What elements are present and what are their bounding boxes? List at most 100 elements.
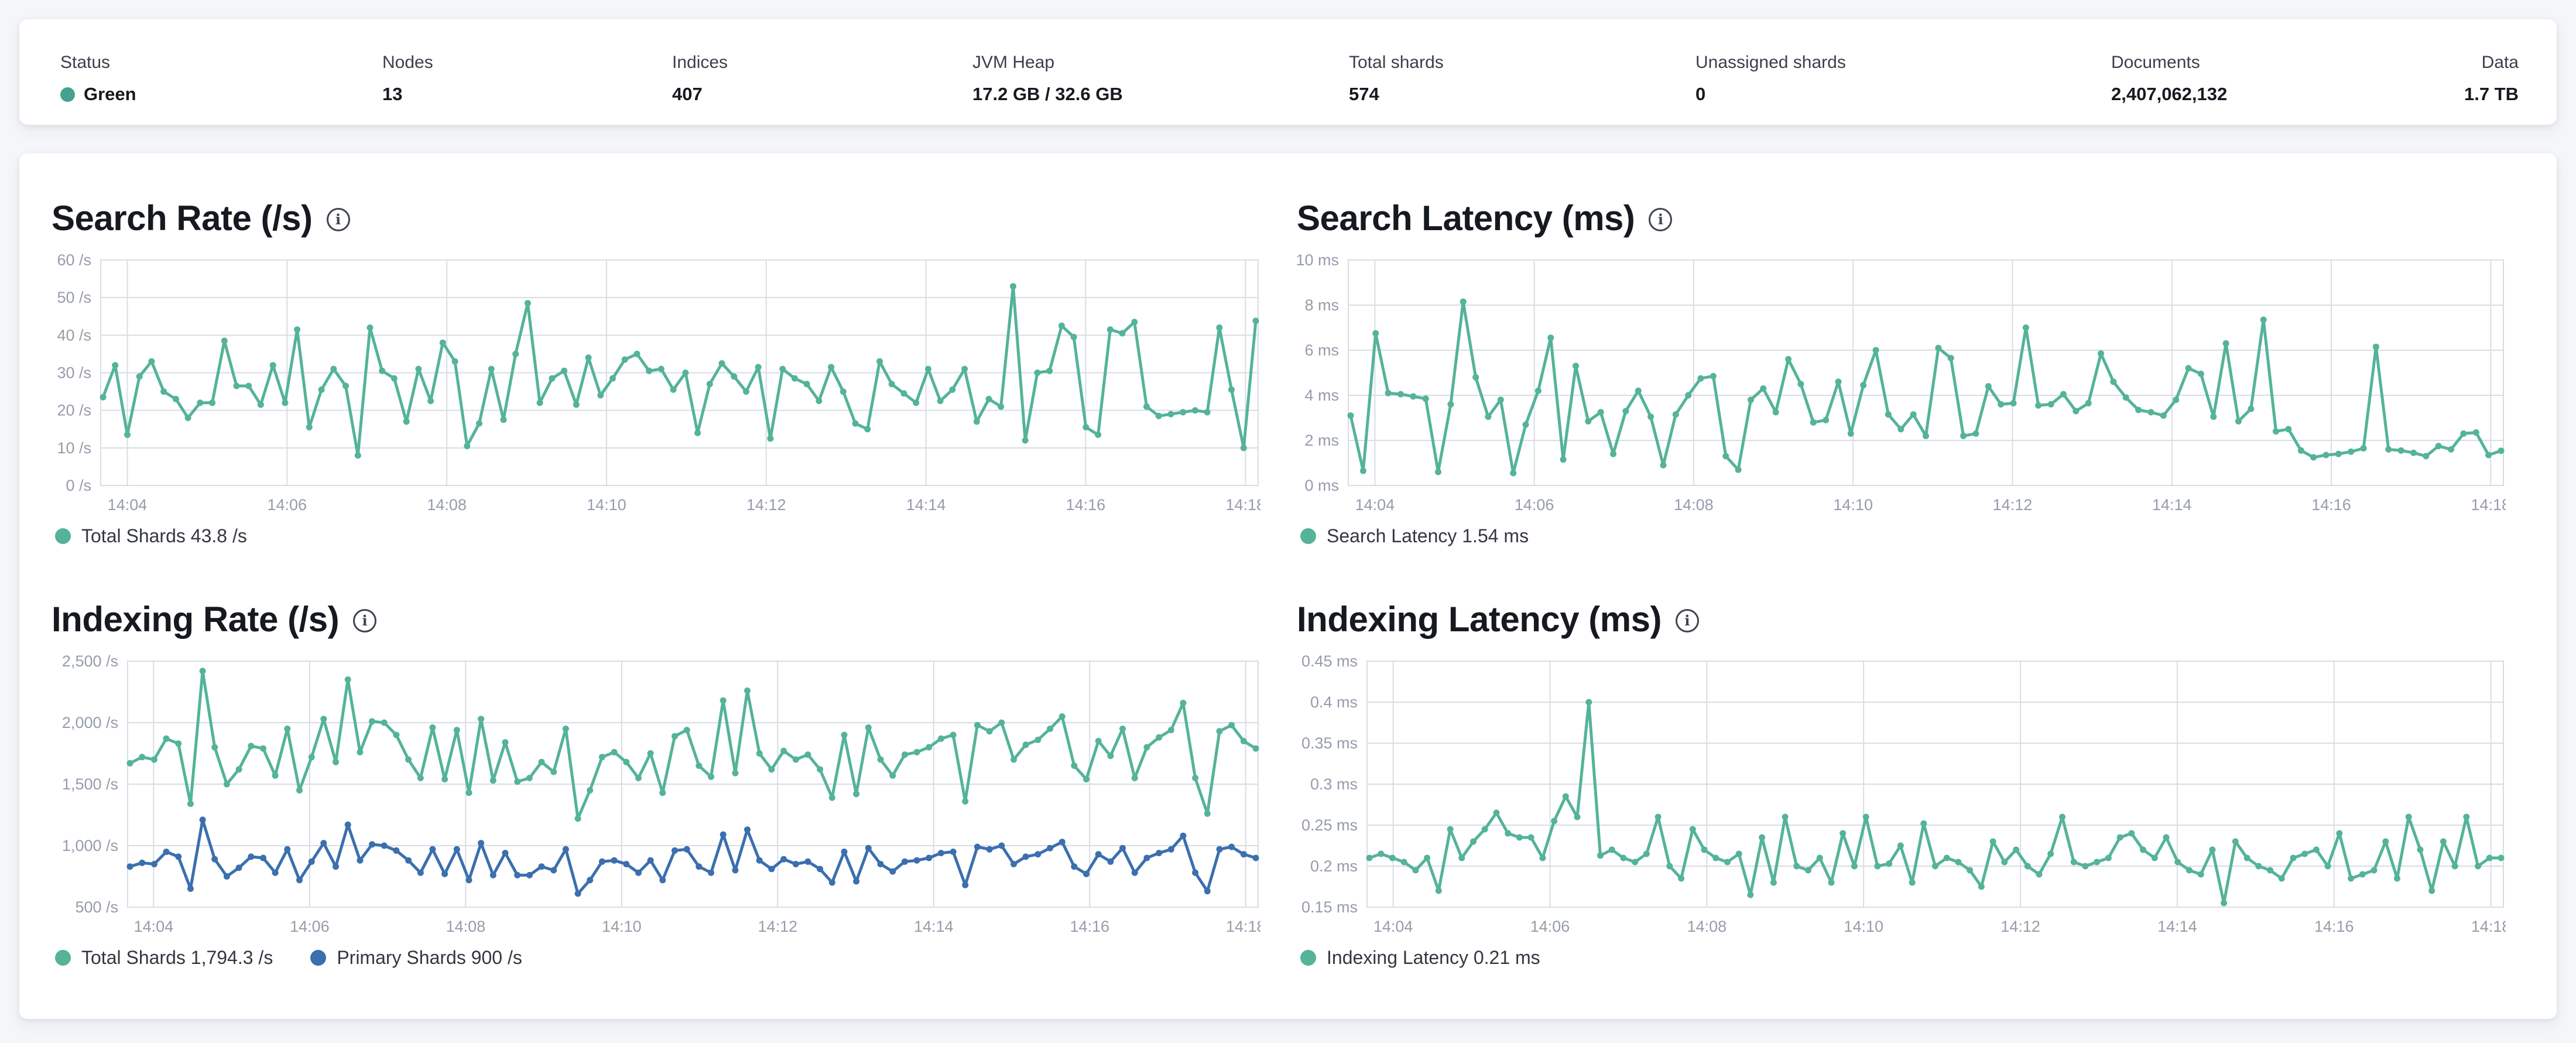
- stat-value-text: Green: [84, 84, 136, 104]
- stat-label: Total shards: [1349, 53, 1444, 72]
- y-axis-tick-label: 6 ms: [1304, 341, 1339, 359]
- info-icon[interactable]: i: [1675, 609, 1699, 632]
- chart-title: Indexing Rate (/s): [52, 599, 340, 639]
- legend-label: Primary Shards 900 /s: [337, 947, 522, 968]
- x-axis-tick-label: 14:08: [1687, 918, 1727, 935]
- chart-title-row: Indexing Rate (/s) i: [52, 597, 1260, 641]
- y-axis-tick-label: 40 /s: [57, 326, 91, 344]
- search-rate-s-plot[interactable]: 0 /s 10 /s 20 /s 30 /s 40 /s 50 /s 60 /s 14:04 1…: [52, 248, 1260, 516]
- x-axis-tick-label: 14:18: [1226, 918, 1260, 935]
- legend-dot: [310, 950, 327, 966]
- x-axis-tick-label: 14:06: [1530, 918, 1570, 935]
- x-axis-tick-label: 14:12: [2000, 918, 2040, 935]
- legend-item-indexing-latency[interactable]: Indexing Latency 0.21 ms: [1300, 947, 1540, 969]
- x-axis-tick-label: 14:16: [1066, 496, 1106, 514]
- y-axis-tick-label: 2,500 /s: [62, 652, 118, 670]
- stat-total-shards: Total shards 574: [1349, 52, 1444, 105]
- y-axis-tick-label: 500 /s: [75, 898, 118, 916]
- x-axis-tick-label: 14:04: [1355, 496, 1395, 514]
- legend-label: Total Shards 1,794.3 /s: [81, 947, 273, 968]
- y-axis-tick-label: 0.3 ms: [1310, 775, 1358, 793]
- y-axis-tick-label: 1,000 /s: [62, 837, 118, 854]
- x-axis-tick-label: 14:14: [2152, 496, 2192, 514]
- chart-title-row: Search Rate (/s) i: [52, 196, 1260, 240]
- stat-value-text: 13: [382, 84, 403, 104]
- y-axis-tick-label: 0 ms: [1304, 477, 1339, 494]
- x-axis-tick-label: 14:08: [427, 496, 467, 514]
- stat-documents: Documents 2,407,062,132: [2111, 52, 2227, 105]
- legend-item-total-shards[interactable]: Total Shards 43.8 /s: [55, 525, 247, 547]
- y-axis-tick-label: 1,500 /s: [62, 775, 118, 793]
- legend-label: Total Shards 43.8 /s: [81, 525, 247, 546]
- chart-title-row: Indexing Latency (ms) i: [1297, 597, 2506, 641]
- stat-status: Status Green: [60, 52, 136, 105]
- chart-title: Search Rate (/s): [52, 198, 313, 238]
- x-axis-tick-label: 14:12: [758, 918, 798, 935]
- stat-value-text: 2,407,062,132: [2111, 84, 2228, 104]
- stat-value: 1.7 TB: [2464, 84, 2519, 105]
- y-axis-tick-label: 20 /s: [57, 402, 91, 419]
- stat-value: 2,407,062,132: [2111, 84, 2227, 105]
- stat-value-text: 17.2 GB / 32.6 GB: [972, 84, 1123, 104]
- chart-legend: Total Shards 43.8 /s: [55, 525, 1260, 547]
- x-axis-tick-label: 14:08: [1674, 496, 1714, 514]
- indexing-latency-ms-chart: Indexing Latency (ms) i 0.15 ms 0.2 ms 0.25 …: [1297, 597, 2506, 969]
- stat-value: 17.2 GB / 32.6 GB: [972, 84, 1123, 105]
- stat-jvm-heap: JVM Heap 17.2 GB / 32.6 GB: [972, 52, 1123, 105]
- stat-label: Indices: [672, 53, 728, 72]
- x-axis-tick-label: 14:16: [1070, 918, 1109, 935]
- search-latency-ms-chart: Search Latency (ms) i 0 ms 2 ms 4 ms 6 ms 8 ms…: [1297, 196, 2506, 547]
- legend-item-search-latency[interactable]: Search Latency 1.54 ms: [1300, 525, 1529, 547]
- stat-value: 0: [1695, 84, 1846, 105]
- x-axis-tick-label: 14:10: [587, 496, 626, 514]
- chart-legend: Search Latency 1.54 ms: [1300, 525, 2506, 547]
- x-axis-tick-label: 14:18: [2471, 918, 2506, 935]
- legend-item-primary-shards[interactable]: Primary Shards 900 /s: [310, 947, 522, 969]
- stat-value-text: 1.7 TB: [2464, 84, 2519, 104]
- y-axis-tick-label: 10 /s: [57, 439, 91, 457]
- stat-value: Green: [60, 84, 136, 105]
- stat-label: Data: [2481, 53, 2519, 72]
- legend-label: Search Latency 1.54 ms: [1327, 525, 1529, 546]
- stat-value-text: 407: [672, 84, 703, 104]
- x-axis-tick-label: 14:16: [2311, 496, 2351, 514]
- legend-item-total-shards[interactable]: Total Shards 1,794.3 /s: [55, 947, 273, 969]
- y-axis-tick-label: 2,000 /s: [62, 714, 118, 731]
- metrics-panel: Search Rate (/s) i 0 /s 10 /s 20 /s 30 /s 40 /…: [19, 153, 2557, 1019]
- x-axis-tick-label: 14:04: [108, 496, 148, 514]
- stat-value-text: 574: [1349, 84, 1379, 104]
- indexing-latency-ms-plot[interactable]: 0.15 ms 0.2 ms 0.25 ms 0.3 ms 0.35 ms 0.4 ms 0…: [1297, 649, 2506, 938]
- chart-title: Indexing Latency (ms): [1297, 599, 1662, 639]
- chart-legend: Total Shards 1,794.3 /s Primary Shards 90…: [55, 947, 1260, 969]
- x-axis-tick-label: 14:14: [2157, 918, 2197, 935]
- info-icon[interactable]: i: [353, 609, 377, 632]
- chart-title-row: Search Latency (ms) i: [1297, 196, 2506, 240]
- y-axis-tick-label: 50 /s: [57, 289, 91, 306]
- stat-indices: Indices 407: [672, 52, 728, 105]
- x-axis-tick-label: 14:12: [746, 496, 786, 514]
- indexing-rate-s-plot[interactable]: 500 /s 1,000 /s 1,500 /s 2,000 /s 2,500 /s 14…: [52, 649, 1260, 938]
- info-icon[interactable]: i: [1649, 208, 1673, 231]
- legend-dot: [1300, 950, 1316, 966]
- y-axis-tick-label: 0.15 ms: [1301, 898, 1358, 916]
- stat-label: Unassigned shards: [1695, 53, 1846, 72]
- x-axis-tick-label: 14:14: [914, 918, 954, 935]
- y-axis-tick-label: 0.4 ms: [1310, 693, 1358, 711]
- stat-value-text: 0: [1695, 84, 1706, 104]
- x-axis-tick-label: 14:06: [1515, 496, 1554, 514]
- stat-label: Nodes: [382, 53, 433, 72]
- stat-value: 407: [672, 84, 728, 105]
- x-axis-tick-label: 14:10: [1833, 496, 1873, 514]
- x-axis-tick-label: 14:08: [446, 918, 486, 935]
- info-icon[interactable]: i: [326, 208, 350, 231]
- x-axis-tick-label: 14:10: [1844, 918, 1883, 935]
- legend-label: Indexing Latency 0.21 ms: [1327, 947, 1540, 968]
- stat-unassigned-shards: Unassigned shards 0: [1695, 52, 1846, 105]
- x-axis-tick-label: 14:16: [2314, 918, 2354, 935]
- y-axis-tick-label: 60 /s: [57, 251, 91, 269]
- search-latency-ms-plot[interactable]: 0 ms 2 ms 4 ms 6 ms 8 ms 10 ms 14:04 14:06 14:08…: [1297, 248, 2506, 516]
- stat-nodes: Nodes 13: [382, 52, 433, 105]
- indexing-rate-s-chart: Indexing Rate (/s) i 500 /s 1,000 /s 1,500 /…: [52, 597, 1260, 969]
- x-axis-tick-label: 14:10: [602, 918, 642, 935]
- search-rate-s-chart: Search Rate (/s) i 0 /s 10 /s 20 /s 30 /s 40 /…: [52, 196, 1260, 547]
